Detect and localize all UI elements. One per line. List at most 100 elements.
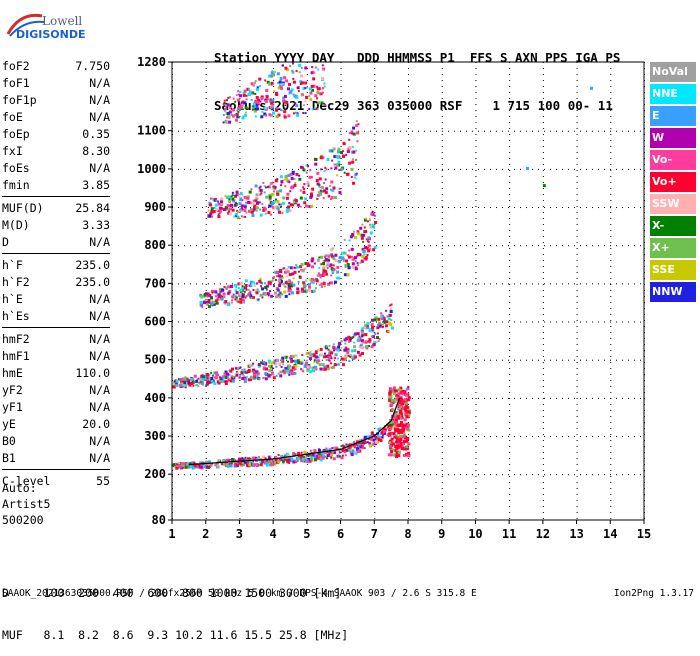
grid-dot-v — [509, 308, 511, 309]
grid-dot-v — [475, 518, 477, 519]
grid-dot-v — [475, 344, 477, 345]
grid-dot-v — [576, 98, 578, 99]
grid-dot-h — [628, 130, 629, 132]
param-row: MUF(D) 25.84 — [2, 200, 110, 217]
echo-dot — [325, 447, 328, 450]
grid-dot-h — [256, 168, 257, 170]
echo-dot — [360, 233, 364, 237]
grid-dot-h — [574, 245, 575, 247]
grid-dot-v — [576, 152, 578, 153]
grid-dot-v — [576, 104, 578, 105]
grid-dot-v — [509, 236, 511, 237]
echo-dot — [300, 287, 304, 291]
grid-dot-h — [430, 283, 431, 285]
echo-dot — [269, 290, 272, 293]
echo-dot — [208, 214, 212, 218]
param-row: foF2 7.750 — [2, 58, 110, 75]
echo-dot — [211, 304, 214, 307]
echo-dot — [239, 288, 243, 292]
grid-dot-v — [374, 452, 376, 453]
echo-dot — [307, 457, 311, 461]
grid-dot-v — [408, 362, 409, 363]
grid-dot-v — [542, 200, 544, 201]
grid-dot-v — [475, 392, 477, 393]
echo-dot — [236, 371, 239, 374]
grid-dot-h — [508, 321, 509, 323]
echo-dot — [219, 212, 222, 215]
grid-dot-v — [273, 428, 275, 429]
station-header: Station YYYY DAY DDD HHMMSS P1 FFS S AXN… — [214, 18, 620, 130]
grid-dot-v — [408, 344, 409, 345]
grid-dot-v — [239, 182, 241, 183]
grid-dot-h — [328, 474, 329, 476]
echo-dot — [220, 202, 224, 206]
grid-dot-v — [239, 254, 241, 255]
grid-dot-v — [374, 386, 376, 387]
grid-dot-h — [640, 168, 641, 170]
echo-dot — [396, 423, 400, 427]
grid-dot-v — [576, 368, 578, 369]
echo-dot — [385, 426, 388, 429]
grid-dot-v — [441, 464, 443, 465]
grid-dot-v — [205, 218, 207, 219]
echo-dot — [302, 111, 305, 114]
echo-dot — [269, 213, 272, 216]
grid-dot-h — [190, 474, 191, 476]
param-label: foF2 — [2, 59, 30, 73]
grid-dot-v — [306, 308, 308, 309]
echo-dot — [368, 338, 372, 342]
echo-dot — [306, 453, 310, 457]
echo-dot — [240, 215, 243, 218]
grid-dot-h — [442, 168, 443, 170]
echo-dot — [261, 287, 265, 291]
grid-dot-h — [250, 321, 251, 323]
grid-dot-h — [526, 436, 527, 438]
grid-dot-v — [273, 140, 275, 141]
echo-dot — [311, 354, 315, 358]
echo-dot — [304, 100, 307, 103]
echo-dot — [295, 104, 299, 108]
grid-dot-v — [610, 458, 612, 459]
echo-dot — [300, 289, 304, 293]
grid-dot-v — [374, 494, 376, 495]
echo-dot — [254, 184, 258, 188]
grid-dot-h — [484, 168, 485, 170]
grid-dot-v — [340, 242, 342, 243]
echo-dot — [314, 162, 318, 166]
grid-dot-h — [190, 283, 191, 285]
grid-dot-h — [298, 168, 299, 170]
grid-dot-v — [509, 254, 511, 255]
echo-dot — [325, 168, 328, 171]
echo-dot — [263, 112, 267, 116]
grid-dot-v — [441, 80, 443, 81]
grid-dot-h — [208, 436, 209, 438]
echo-dot — [330, 281, 334, 285]
echo-dot — [370, 437, 374, 441]
echo-dot — [286, 208, 290, 212]
echo-dot — [245, 211, 248, 214]
param-row: foEp 0.35 — [2, 126, 110, 143]
echo-dot — [282, 283, 285, 286]
param-label: B0 — [2, 434, 16, 448]
echo-dot — [316, 171, 320, 175]
echo-dot — [317, 101, 321, 105]
echo-dot — [353, 345, 357, 349]
grid-dot-h — [544, 168, 545, 170]
echo-dot — [398, 401, 401, 404]
echo-dot — [262, 376, 265, 379]
grid-dot-v — [610, 404, 612, 405]
grid-dot-v — [273, 248, 275, 249]
grid-dot-v — [509, 248, 511, 249]
grid-dot-v — [273, 80, 275, 81]
echo-dot — [292, 173, 295, 176]
echo-dot — [277, 372, 280, 375]
echo-dot — [269, 364, 273, 368]
grid-dot-v — [239, 170, 241, 171]
echo-dot — [208, 463, 212, 467]
grid-dot-h — [406, 283, 407, 285]
grid-dot-h — [430, 474, 431, 476]
grid-dot-v — [475, 272, 477, 273]
echo-dot — [352, 126, 356, 130]
echo-dot — [259, 188, 263, 192]
echo-dot — [397, 431, 401, 435]
